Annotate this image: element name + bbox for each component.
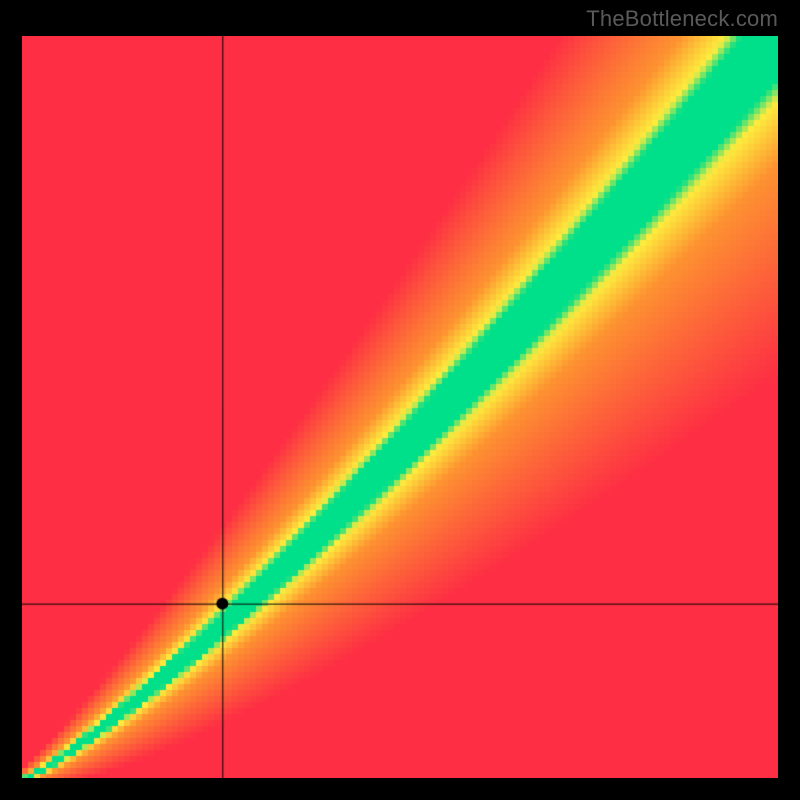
bottleneck-heatmap [22,36,778,778]
chart-container: { "watermark": { "text": "TheBottleneck.… [0,0,800,800]
watermark-text: TheBottleneck.com [586,6,778,32]
